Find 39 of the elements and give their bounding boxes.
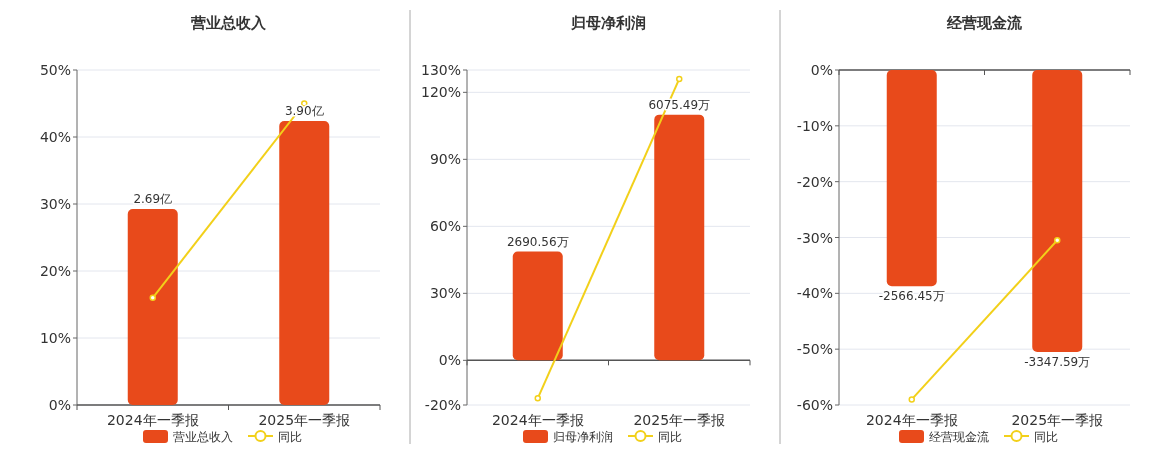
y-tick-label: 90%: [429, 151, 461, 168]
legend-label: 归母净利润: [553, 430, 613, 444]
data-label: 2690.56万: [506, 234, 569, 249]
y-tick-label: 0%: [438, 352, 461, 369]
legend-label: 经营现金流: [929, 430, 989, 444]
x-tick-label: 2025年一季报: [258, 412, 351, 428]
y-tick-label: 10%: [39, 330, 71, 346]
legend-label: 同比: [278, 430, 302, 444]
y-tick-label: 120%: [420, 84, 461, 101]
x-tick-label: 2025年一季报: [633, 412, 726, 428]
y-tick-label: 0%: [48, 397, 71, 413]
legend-label: 营业总收入: [173, 430, 233, 444]
data-label: 2.69亿: [133, 192, 173, 207]
legend-label: 同比: [1034, 430, 1058, 444]
legend-label: 同比: [658, 430, 682, 444]
y-tick-label: 60%: [429, 218, 461, 235]
y-tick-label: 40%: [39, 129, 71, 145]
y-tick-label: -60%: [796, 397, 833, 413]
y-tick-label: -30%: [796, 229, 833, 246]
data-label: -3347.59万: [1024, 354, 1091, 369]
chart-title: 营业总收入: [190, 14, 267, 32]
y-tick-label: 20%: [39, 263, 71, 279]
y-tick-label: -50%: [796, 341, 833, 358]
x-tick-label: 2025年一季报: [1011, 412, 1104, 428]
x-tick-label: 2024年一季报: [865, 412, 958, 428]
y-tick-label: -20%: [424, 397, 461, 413]
y-tick-label: -20%: [796, 173, 833, 190]
chart-title: 经营现金流: [946, 14, 1023, 32]
y-tick-label: -10%: [796, 117, 833, 134]
y-tick-label: 130%: [420, 62, 461, 78]
y-tick-label: 30%: [39, 196, 71, 212]
y-tick-label: -40%: [796, 285, 833, 302]
data-label: -2566.45万: [878, 289, 945, 304]
y-tick-label: 30%: [429, 285, 461, 302]
chart-title: 归母净利润: [570, 14, 646, 32]
x-tick-label: 2024年一季报: [106, 412, 199, 428]
y-tick-label: 0%: [810, 62, 833, 78]
x-tick-label: 2024年一季报: [491, 412, 584, 428]
y-tick-label: 50%: [39, 62, 71, 78]
